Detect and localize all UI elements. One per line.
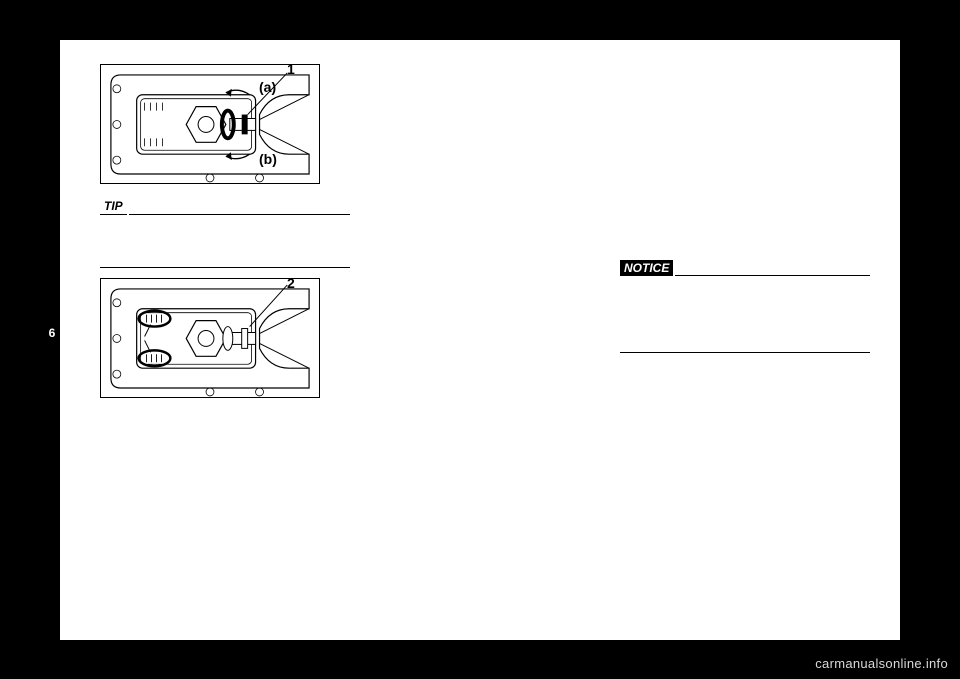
column-right: NOTICE Do not use engine oil or any othe… — [620, 60, 870, 353]
middle-body: 3. Tighten the axle nut, then the locknu… — [360, 64, 610, 92]
column-middle: 3. Tighten the axle nut, then the locknu… — [360, 60, 610, 92]
tip-label: TIP — [100, 198, 127, 215]
notice-end-rule — [620, 352, 870, 353]
tip-row: TIP — [100, 198, 350, 215]
watermark: carmanualsonline.info — [815, 656, 948, 671]
tip-block: TIP Using the alignment marks on each si… — [100, 198, 350, 268]
figure-chain-puller-marks: 2 1 — [100, 278, 320, 398]
notice-body: Do not use engine oil or any other lubri… — [620, 279, 870, 322]
tip-end-rule — [100, 267, 350, 268]
figure2-svg — [101, 279, 319, 398]
notice-row: NOTICE — [620, 260, 870, 276]
figure-chain-adjuster-rotation: 1 (a) (b) — [100, 64, 320, 184]
notice-block: NOTICE Do not use engine oil or any othe… — [620, 260, 870, 353]
notice-label: NOTICE — [620, 260, 673, 276]
column-left: 1 (a) (b) — [100, 60, 350, 398]
section-tab: 6 — [44, 322, 60, 344]
section-number: 6 — [49, 326, 56, 340]
figure1-svg — [101, 65, 319, 184]
tip-body: Using the alignment marks on each side o… — [100, 218, 350, 261]
manual-page: 6 1 (a) (b) — [60, 40, 900, 640]
